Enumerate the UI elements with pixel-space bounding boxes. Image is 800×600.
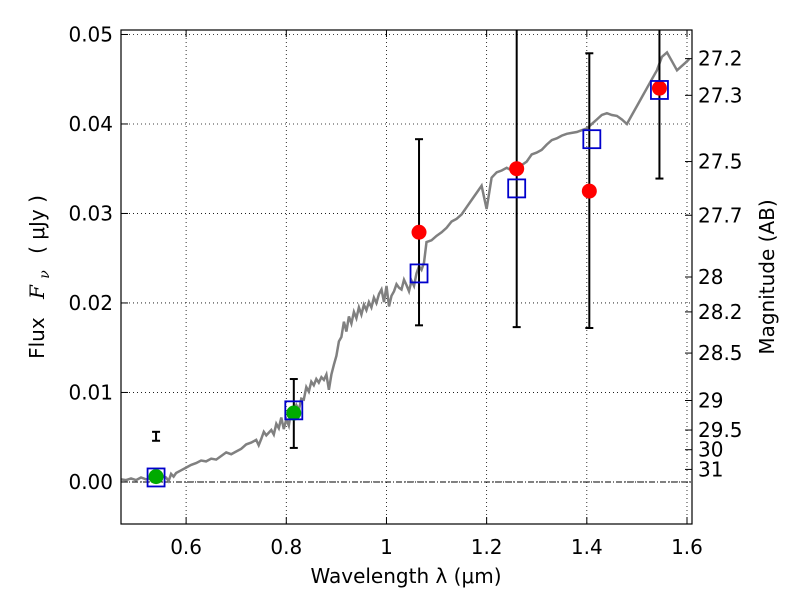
right-tick-label: 27.7 xyxy=(698,203,743,227)
y-tick-label: 0.05 xyxy=(68,22,113,46)
y-tick-label: 0.00 xyxy=(68,470,113,494)
y-tick-label: 0.01 xyxy=(68,380,113,404)
x-axis-ticks: 0.6 0.8 1 1.2 1.4 1.6 xyxy=(170,30,703,559)
svg-text:Flux F ν ( μ: Flux F ν ( μJy ) xyxy=(25,195,54,359)
model-box xyxy=(409,263,429,284)
model-box xyxy=(146,467,166,488)
model-boxes xyxy=(146,80,669,488)
x-tick-label: 1.4 xyxy=(571,535,603,559)
right-tick-label: 28.2 xyxy=(698,300,743,324)
x-tick-label: 1 xyxy=(380,535,393,559)
x-axis-label: Wavelength λ (μm) xyxy=(310,564,501,588)
data-point-detection xyxy=(411,224,427,240)
y-axis-label-text: Flux xyxy=(25,317,49,359)
x-tick-label: 0.8 xyxy=(270,535,302,559)
data-point-detection xyxy=(651,80,667,96)
data-point-detection xyxy=(581,183,597,199)
right-tick-label: 30 xyxy=(698,438,723,462)
right-tick-label: 28 xyxy=(698,265,723,289)
x-tick-label: 0.6 xyxy=(170,535,202,559)
y-axis-ticks: 0.00 0.01 0.02 0.03 0.04 0.05 xyxy=(68,22,128,494)
y-axis-label-unit: ( μJy ) xyxy=(25,195,49,254)
plot-background xyxy=(121,30,692,524)
y-tick-label: 0.03 xyxy=(68,201,113,225)
right-tick-label: 29.5 xyxy=(698,418,743,442)
data-point-marginal xyxy=(286,405,302,421)
right-tick-label: 27.2 xyxy=(698,47,743,71)
data-point-detection xyxy=(509,161,525,177)
model-box xyxy=(507,178,527,199)
y-axis-label-sub: ν xyxy=(37,270,53,279)
right-tick-label: 28.5 xyxy=(698,341,743,365)
model-box xyxy=(284,400,304,421)
right-axis-label: Magnitude (AB) xyxy=(755,199,779,354)
right-tick-label: 29 xyxy=(698,389,723,413)
right-tick-label: 27.5 xyxy=(698,150,743,174)
sed-model-line xyxy=(121,50,691,484)
y-axis-label: Flux F ν ( μJy ) xyxy=(25,195,54,359)
data-point-marginal xyxy=(148,469,164,485)
measurement-points xyxy=(148,80,667,485)
x-tick-label: 1.6 xyxy=(671,535,703,559)
y-tick-label: 0.02 xyxy=(68,291,113,315)
y-axis-label-math: F xyxy=(25,284,49,300)
y-tick-label: 0.04 xyxy=(68,112,113,136)
right-tick-label: 31 xyxy=(698,457,723,481)
x-tick-label: 1.2 xyxy=(471,535,503,559)
right-tick-label: 27.3 xyxy=(698,83,743,107)
model-box xyxy=(582,129,602,150)
model-box xyxy=(650,80,669,100)
